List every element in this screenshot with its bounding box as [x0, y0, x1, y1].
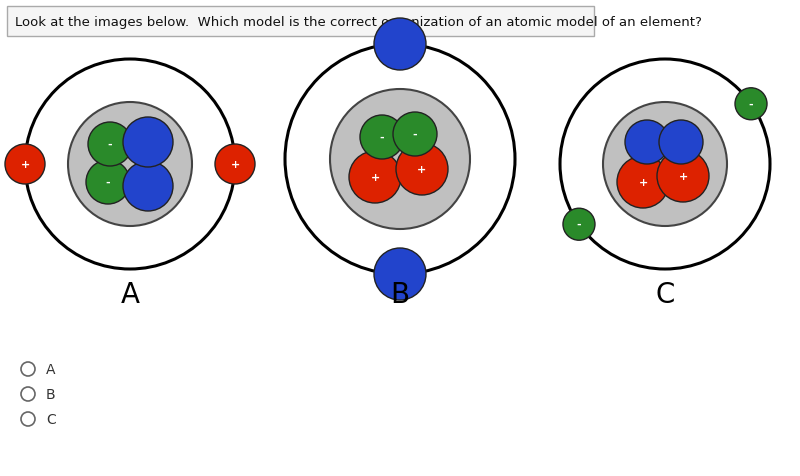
Circle shape [659, 121, 703, 165]
Text: -: - [749, 99, 754, 109]
Circle shape [374, 19, 426, 71]
Circle shape [88, 123, 132, 167]
Circle shape [563, 209, 595, 241]
Circle shape [215, 145, 255, 185]
Text: -: - [577, 220, 582, 230]
Text: -: - [106, 178, 110, 188]
Text: +: + [638, 178, 648, 188]
Circle shape [86, 161, 130, 205]
Text: -: - [380, 133, 384, 143]
Text: +: + [678, 172, 688, 182]
Circle shape [617, 157, 669, 208]
Circle shape [657, 151, 709, 203]
Circle shape [123, 118, 173, 168]
Circle shape [396, 144, 448, 196]
Text: B: B [46, 387, 56, 401]
Text: -: - [108, 140, 112, 149]
Circle shape [349, 152, 401, 204]
Circle shape [735, 89, 767, 120]
Circle shape [330, 90, 470, 229]
Text: C: C [46, 412, 56, 426]
Circle shape [5, 145, 45, 185]
FancyBboxPatch shape [7, 7, 594, 37]
Text: -: - [413, 130, 418, 140]
Circle shape [603, 103, 727, 227]
Text: B: B [390, 280, 410, 308]
Circle shape [123, 162, 173, 211]
Text: +: + [370, 173, 380, 183]
Circle shape [393, 113, 437, 157]
Text: Look at the images below.  Which model is the correct organization of an atomic : Look at the images below. Which model is… [15, 15, 702, 29]
Circle shape [625, 121, 669, 165]
Text: +: + [230, 159, 240, 169]
Circle shape [68, 103, 192, 227]
Text: A: A [121, 280, 139, 308]
Text: +: + [20, 159, 30, 169]
Text: A: A [46, 362, 55, 376]
Text: +: + [418, 165, 426, 175]
Text: C: C [655, 280, 674, 308]
Circle shape [374, 248, 426, 300]
Circle shape [360, 116, 404, 159]
